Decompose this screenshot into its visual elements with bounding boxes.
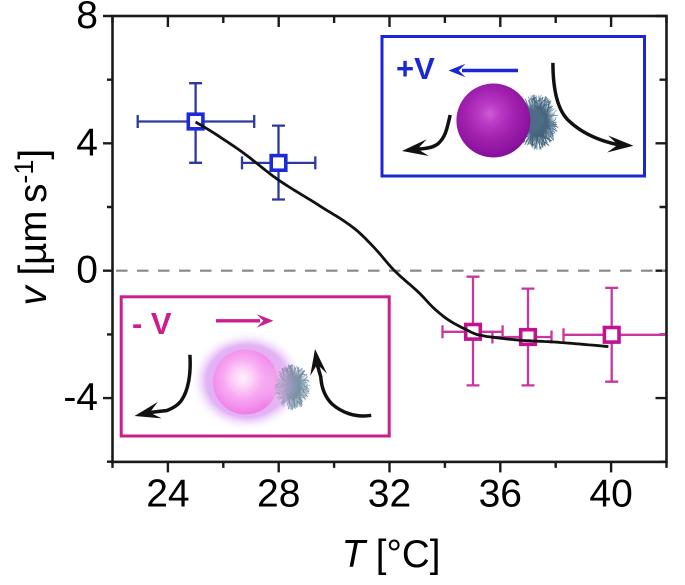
svg-text:8: 8 [76, 0, 98, 37]
svg-text:40: 40 [589, 473, 632, 516]
svg-text:+V: +V [396, 51, 435, 86]
svg-text:- V: - V [132, 306, 172, 341]
svg-text:28: 28 [257, 473, 300, 516]
svg-text:0: 0 [76, 249, 98, 292]
svg-text:-4: -4 [63, 376, 98, 419]
svg-text:24: 24 [146, 473, 189, 516]
svg-text:T [°C]: T [°C] [342, 533, 441, 576]
svg-text:32: 32 [368, 473, 411, 516]
svg-text:36: 36 [479, 473, 522, 516]
svg-text:v [µm s-1]: v [µm s-1] [9, 149, 55, 306]
svg-text:4: 4 [76, 121, 98, 164]
